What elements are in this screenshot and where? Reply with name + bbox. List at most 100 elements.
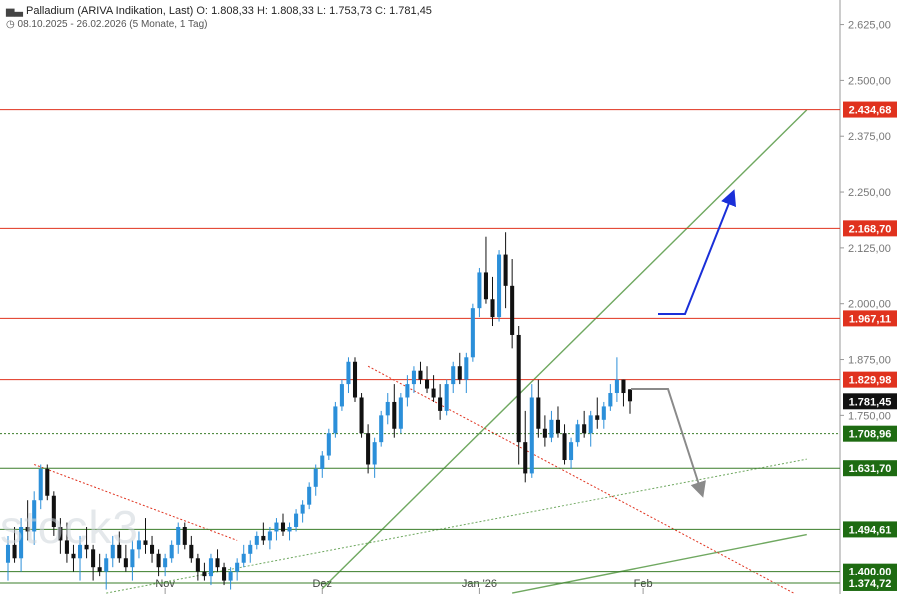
candle-body — [267, 531, 272, 541]
candle-body — [25, 527, 30, 532]
candle-body — [130, 549, 135, 568]
candle-body — [523, 442, 528, 474]
level-label-bg — [843, 101, 897, 118]
candle-body — [51, 495, 56, 528]
open-label: O: — [196, 5, 208, 17]
x-tick-label: Nov — [155, 578, 175, 590]
candle-body — [176, 527, 181, 545]
x-tick-label: Jan '26 — [462, 578, 497, 590]
candle-body — [163, 558, 168, 568]
downtrend-dotted-left — [34, 464, 238, 541]
candle-body — [425, 379, 430, 389]
level-label-bg — [843, 371, 897, 388]
candle-body — [497, 254, 502, 318]
level-label-bg — [843, 521, 897, 538]
close-label: C: — [375, 5, 387, 17]
candle-body — [372, 442, 377, 465]
level-label: 1.374,72 — [849, 578, 892, 590]
open-value: 1.808,33 — [211, 5, 254, 17]
candle-body — [483, 272, 488, 300]
candle-body — [287, 527, 292, 532]
candle-body — [156, 553, 161, 568]
level-label: 1.631,70 — [849, 463, 892, 475]
candle-body — [608, 393, 613, 407]
y-tick-label: 2.250,00 — [848, 187, 891, 199]
candle-body — [582, 424, 587, 434]
candle-body — [169, 544, 174, 559]
candle-body — [379, 415, 384, 443]
candle-body — [12, 544, 17, 559]
candle-body — [189, 544, 194, 559]
candle-body — [411, 370, 416, 385]
candle-body — [503, 254, 508, 286]
candle-body — [536, 397, 541, 429]
level-label: 1.967,11 — [849, 313, 891, 325]
candle-body — [300, 504, 305, 514]
candle-body — [359, 397, 364, 434]
candle-body — [84, 544, 89, 550]
candle-body — [549, 419, 554, 438]
candle-body — [58, 527, 63, 541]
candle-body — [464, 357, 469, 380]
y-tick-label: 2.125,00 — [848, 243, 891, 255]
candle-body — [392, 401, 397, 429]
candle-body — [91, 549, 96, 568]
candle-body — [510, 285, 515, 335]
level-label: 1.708,96 — [849, 429, 892, 441]
bearish-arrow — [631, 388, 706, 498]
candle-body — [97, 567, 102, 572]
candle-body — [117, 544, 122, 559]
chart-type-icon[interactable]: ▅▃ — [6, 5, 26, 17]
candle-body — [457, 366, 462, 380]
candle-body — [418, 370, 423, 380]
candle-body — [385, 401, 390, 416]
candle-body — [352, 361, 358, 398]
y-tick-label: 2.625,00 — [848, 20, 891, 32]
candle-body — [222, 567, 227, 581]
candle-body — [202, 571, 207, 577]
candle-body — [215, 558, 220, 568]
y-tick-label: 1.875,00 — [848, 355, 891, 367]
candle-body — [346, 361, 351, 385]
level-label: 2.434,68 — [849, 105, 892, 117]
level-label-bg — [843, 310, 897, 327]
candle-body — [621, 379, 626, 394]
trend-line-steep — [321, 109, 808, 590]
candle-body — [254, 535, 259, 545]
candle-body — [136, 540, 141, 550]
candle-body — [294, 513, 299, 528]
high-label: H: — [256, 5, 268, 17]
candle-body — [228, 571, 233, 581]
candle-body — [333, 406, 338, 434]
candle-body — [575, 424, 580, 443]
trend-line-dotted — [106, 458, 807, 594]
close-value: 1.781,45 — [389, 5, 432, 17]
candle-body — [45, 468, 50, 496]
candle-body — [182, 527, 187, 545]
candle-body — [248, 544, 253, 554]
level-label-bg — [843, 393, 897, 410]
level-label: 1.494,61 — [849, 524, 892, 536]
y-tick-label: 2.500,00 — [848, 75, 891, 87]
y-tick-label: 2.000,00 — [848, 299, 891, 311]
candle-body — [339, 384, 344, 407]
instrument-title: Palladium (ARIVA Indikation, Last) — [25, 5, 194, 17]
candle-body — [588, 415, 593, 434]
candle-body — [595, 415, 600, 420]
candle-body — [123, 558, 128, 568]
candle-body — [477, 272, 482, 309]
candle-body — [19, 527, 24, 559]
candle-body — [398, 397, 403, 429]
candle-body — [490, 299, 495, 318]
candle-body — [208, 558, 213, 577]
level-label: 1.781,45 — [849, 396, 892, 408]
candle-body — [313, 468, 318, 487]
level-label-bg — [843, 220, 897, 237]
watermark-logo: stock3 — [0, 501, 139, 553]
candle-body — [405, 384, 410, 398]
candle-body — [366, 433, 371, 465]
candle-body — [64, 540, 69, 554]
high-value: 1.808,33 — [271, 5, 314, 17]
candle-body — [542, 428, 547, 438]
